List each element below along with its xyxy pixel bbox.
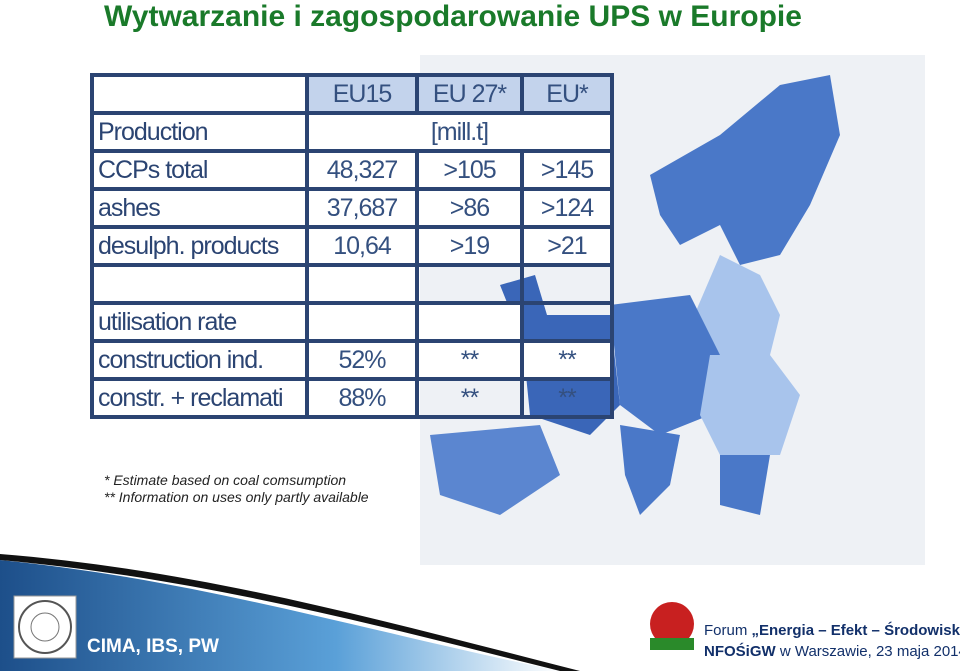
row: ashes 37,687 >86 >124 (90, 187, 614, 229)
cell: >124 (520, 187, 614, 229)
cell: ** (520, 339, 614, 381)
footnote: * Estimate based on coal comsumption (104, 472, 347, 488)
spacer-row (90, 263, 614, 305)
header-cell: EU15 (305, 73, 419, 115)
cell (415, 301, 524, 343)
event: w Warszawie, 23 maja 2014 (779, 643, 960, 660)
institutions: CIMA, IBS, PW (87, 636, 219, 657)
row: construction ind. 52% ** ** (90, 339, 614, 381)
cell: ** (520, 377, 614, 419)
footnote: ** Information on uses only partly avail… (104, 489, 369, 505)
cell (520, 263, 614, 305)
row-label: CCPs total (90, 149, 309, 191)
cell (305, 301, 419, 343)
row-label: desulph. products (90, 225, 309, 267)
footer-band (0, 554, 694, 671)
cell: >86 (415, 187, 524, 229)
cell: 52% (305, 339, 419, 381)
row-label: ashes (90, 187, 309, 229)
row: constr. + reclamati 88% ** ** (90, 377, 614, 419)
cell: ** (415, 377, 524, 419)
row-label: construction ind. (90, 339, 309, 381)
cell: ** (415, 339, 524, 381)
cell (90, 263, 309, 305)
cell (415, 263, 524, 305)
production-table: EU15 EU 27* EU* Production [mill.t] CCPs… (90, 73, 614, 419)
cell (90, 73, 309, 115)
cell: >145 (520, 149, 614, 191)
cell: >105 (415, 149, 524, 191)
europe-map (420, 55, 925, 565)
row-label: Production (90, 111, 309, 153)
cell: >19 (415, 225, 524, 267)
cell (520, 301, 614, 343)
cell: 10,64 (305, 225, 419, 267)
forum-info: Forum „Energia – Efekt – Środowisko” NFO… (704, 620, 960, 662)
unit-cell: [mill.t] (305, 111, 614, 153)
row-label: utilisation rate (90, 301, 309, 343)
cell: 37,687 (305, 187, 419, 229)
row-label: constr. + reclamati (90, 377, 309, 419)
header-cell: EU* (520, 73, 614, 115)
cell: 88% (305, 377, 419, 419)
header-row: EU15 EU 27* EU* (90, 73, 614, 115)
row: desulph. products 10,64 >19 >21 (90, 225, 614, 267)
organizer: NFOŚiGW (704, 643, 776, 660)
footnotes: * Estimate based on coal comsumption ** … (104, 472, 369, 506)
forum-title: „Energia – Efekt – Środowisko” (751, 622, 960, 639)
cell: 48,327 (305, 149, 419, 191)
row: Production [mill.t] (90, 111, 614, 153)
row: CCPs total 48,327 >105 >145 (90, 149, 614, 191)
row: utilisation rate (90, 301, 614, 343)
slide-title: Wytwarzanie i zagospodarowanie UPS w Eur… (104, 0, 802, 33)
forum-label: Forum (704, 622, 748, 639)
cell: >21 (520, 225, 614, 267)
header-cell: EU 27* (415, 73, 524, 115)
cell (305, 263, 419, 305)
